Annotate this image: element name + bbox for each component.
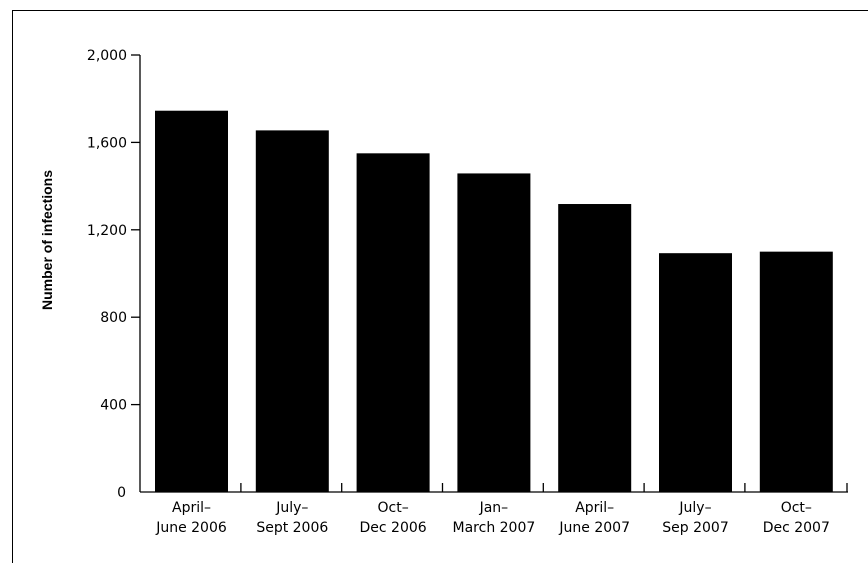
- x-category-label: June 2006: [155, 520, 227, 536]
- bar: [759, 251, 833, 492]
- x-category-label: June 2007: [558, 520, 630, 536]
- x-category-label: Sept 2006: [256, 520, 328, 536]
- x-category-label: April–: [575, 500, 614, 516]
- bar: [558, 204, 632, 492]
- x-category-label: July–: [275, 500, 308, 516]
- bar: [356, 153, 430, 492]
- x-category-label: Jan–: [479, 500, 509, 516]
- x-category-label: Sep 2007: [662, 520, 728, 536]
- y-tick-label: 1,600: [87, 135, 127, 151]
- y-tick-label: 400: [100, 398, 127, 414]
- bar: [155, 110, 228, 492]
- y-tick-label: 1,200: [87, 223, 127, 239]
- y-tick-label: 2,000: [87, 48, 127, 64]
- x-category-label: Oct–: [781, 500, 812, 516]
- bar: [255, 130, 329, 492]
- x-category-label: Dec 2007: [763, 520, 830, 536]
- y-tick-label: 0: [117, 485, 126, 501]
- x-category-label: July–: [678, 500, 711, 516]
- bar: [457, 173, 531, 492]
- x-axis: April– June 2006 July– Sept 2006 Oct– Dec 200…: [140, 483, 848, 536]
- y-axis-title: Number of infections: [39, 170, 55, 310]
- bar-series: [155, 110, 833, 492]
- chart-frame: [12, 10, 868, 563]
- y-tick-label: 800: [100, 310, 127, 326]
- y-axis: 0 400 800 1,200 1,600 2,000: [87, 48, 141, 501]
- x-category-label: April–: [172, 500, 211, 516]
- x-category-label: Oct–: [377, 500, 408, 516]
- bar: [659, 253, 732, 492]
- x-category-label: Dec 2006: [360, 520, 427, 536]
- x-category-label: March 2007: [453, 520, 536, 536]
